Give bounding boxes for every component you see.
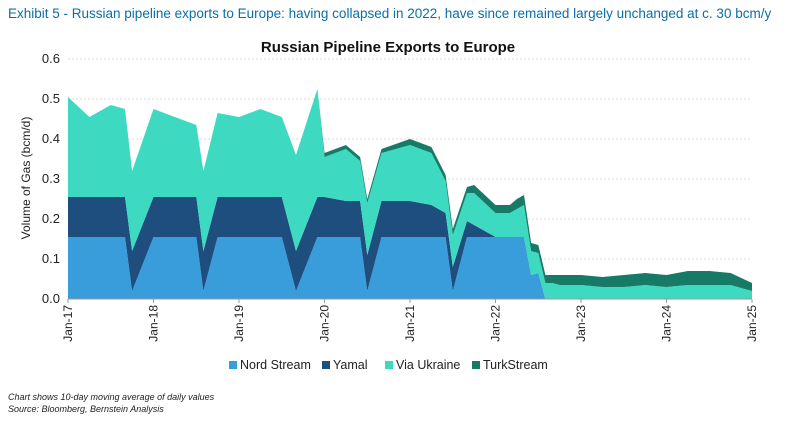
x-tick-label: Jan-23	[574, 305, 588, 342]
legend-swatch-nord-stream	[229, 361, 237, 369]
exhibit-title: Exhibit 5 - Russian pipeline exports to …	[8, 6, 772, 21]
source-text: Source: Bloomberg, Bernstein Analysis	[8, 404, 164, 414]
y-tick-label: 0.2	[42, 211, 60, 226]
legend-label-turkstream: TurkStream	[483, 358, 548, 372]
y-tick-label: 0.4	[42, 131, 60, 146]
stacked-areas	[68, 89, 752, 299]
x-axis-ticks: Jan-17 Jan-18 Jan-19 Jan-20 Jan-21 Jan-22 Jan-…	[61, 299, 759, 342]
legend-label-nord-stream: Nord Stream	[240, 358, 311, 372]
x-tick-label: Jan-21	[403, 305, 417, 342]
area-yamal	[68, 197, 752, 299]
x-tick-label: Jan-24	[660, 305, 674, 342]
y-tick-label: 0.5	[42, 91, 60, 106]
x-tick-label: Jan-22	[489, 305, 503, 342]
legend-swatch-via-ukraine	[385, 361, 393, 369]
legend-label-via-ukraine: Via Ukraine	[396, 358, 460, 372]
area-via-ukraine	[68, 89, 752, 299]
y-tick-label: 0.0	[42, 291, 60, 306]
y-axis-label: Volume of Gas (bcm/d)	[19, 117, 33, 240]
x-tick-label: Jan-18	[147, 305, 161, 342]
x-tick-label: Jan-25	[745, 305, 759, 342]
y-tick-label: 0.3	[42, 171, 60, 186]
x-tick-label: Jan-17	[61, 305, 75, 342]
chart-title: Russian Pipeline Exports to Europe	[261, 39, 515, 56]
legend-label-yamal: Yamal	[333, 358, 368, 372]
y-tick-label: 0.6	[42, 51, 60, 66]
y-axis-ticks: 0.0 0.1 0.2 0.3 0.4 0.5 0.6	[42, 51, 60, 306]
y-tick-label: 0.1	[42, 251, 60, 266]
area-nord-stream	[68, 237, 752, 299]
legend-swatch-turkstream	[472, 361, 480, 369]
legend: Nord Stream Yamal Via Ukraine TurkStream	[229, 358, 548, 372]
x-tick-label: Jan-19	[232, 305, 246, 342]
chart-notes: Chart shows 10-day moving average of dai…	[8, 391, 214, 415]
note-text: Chart shows 10-day moving average of dai…	[8, 392, 215, 402]
x-tick-label: Jan-20	[318, 305, 332, 342]
legend-swatch-yamal	[322, 361, 330, 369]
